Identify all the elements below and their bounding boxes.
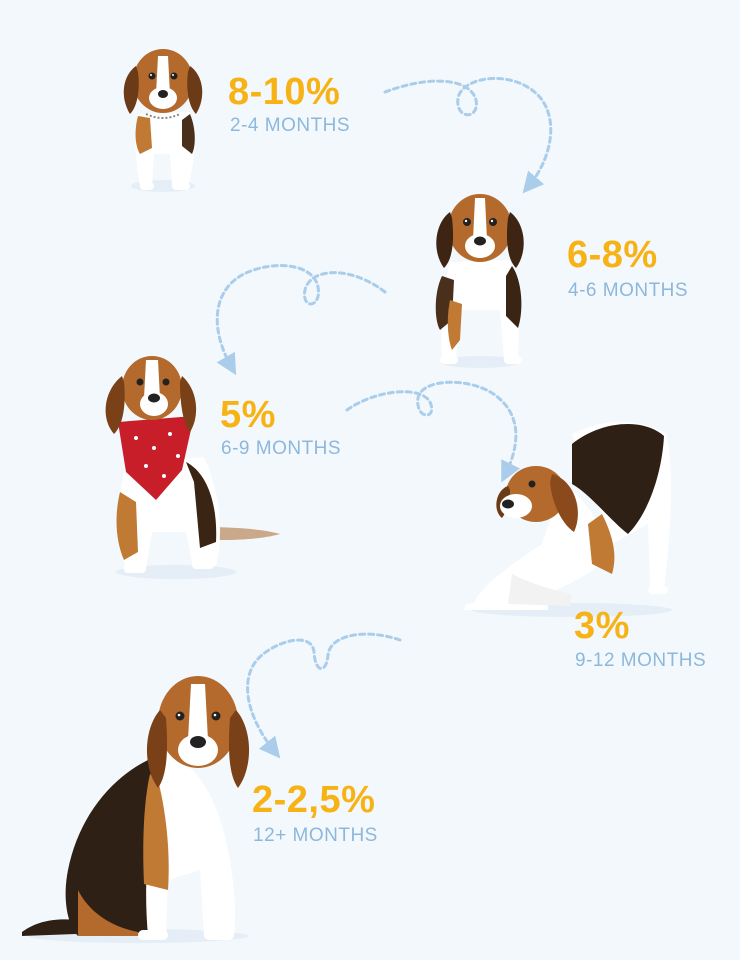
- step-3-percent: 5%: [220, 394, 276, 436]
- beagle-adult-sitting-illustration: [22, 676, 250, 943]
- step-4-percent: 3%: [574, 605, 630, 647]
- step-4-age: 9-12 MONTHS: [575, 650, 707, 671]
- step-2-age: 4-6 MONTHS: [568, 280, 689, 301]
- step-5-age: 12+ MONTHS: [253, 825, 378, 846]
- beagle-puppy-standing-illustration: [435, 194, 524, 368]
- step-5-percent: 2-2,5%: [252, 779, 376, 821]
- step-2-percent: 6-8%: [567, 234, 658, 276]
- step-3-age: 6-9 MONTHS: [221, 438, 342, 459]
- arrow-1: [383, 76, 553, 194]
- beagle-play-bow-illustration: [464, 422, 672, 617]
- step-1-percent: 8-10%: [228, 71, 341, 113]
- step-1-age: 2-4 MONTHS: [230, 115, 351, 136]
- beagle-puppy-small-illustration: [123, 49, 203, 192]
- arrow-4: [246, 632, 402, 759]
- beagle-red-bandana-illustration: [105, 356, 280, 579]
